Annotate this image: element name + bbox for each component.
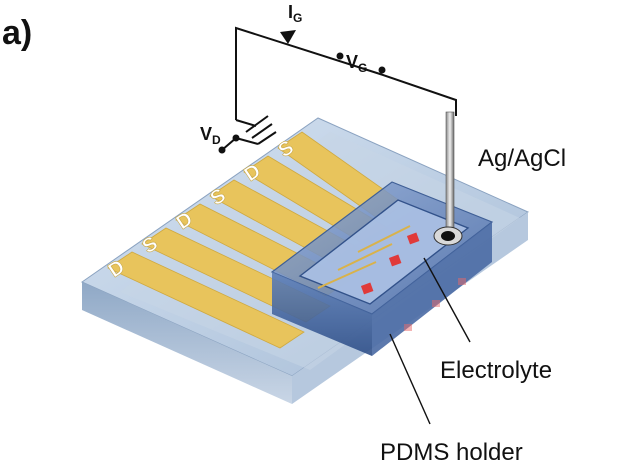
gate-current-label: IG (288, 2, 302, 25)
holder-label: PDMS holder (380, 439, 523, 466)
reference-electrode-label: Ag/AgCl (478, 145, 566, 172)
drain-voltage-label: VD (200, 124, 221, 147)
reference-electrode (433, 111, 463, 246)
panel-label: a) (2, 14, 32, 52)
circuit (218, 26, 457, 154)
vg-terminal (336, 52, 344, 60)
pdms-holder (270, 181, 494, 356)
channel-dots (360, 232, 420, 295)
electrolyte-pointer (423, 257, 471, 343)
vd-terminal (218, 146, 226, 154)
current-arrow-icon (280, 30, 296, 44)
gate-voltage-label: VG (346, 52, 367, 75)
holder-pointer (389, 333, 431, 425)
electrolyte-label: Electrolyte (440, 357, 552, 384)
vd-terminal (232, 134, 240, 142)
vg-terminal (378, 66, 386, 74)
